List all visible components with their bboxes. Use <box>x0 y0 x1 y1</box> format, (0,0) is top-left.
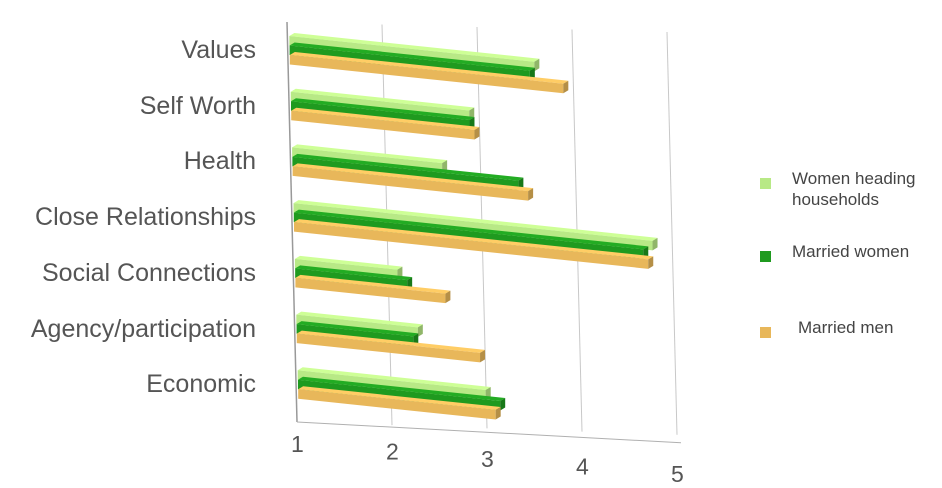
x-axis-ticks: 1 2 3 4 5 <box>291 431 684 487</box>
bar-top-face <box>293 209 649 250</box>
bar-top-face <box>296 311 423 328</box>
bar-top-face <box>294 255 403 270</box>
x-axis-line <box>296 421 682 444</box>
x-tick-label: 5 <box>671 461 684 487</box>
bar-end-face <box>563 80 569 94</box>
bar-top-face <box>293 200 658 241</box>
category-label: Social Connections <box>41 258 256 287</box>
bar-top-face <box>289 52 569 84</box>
bar-top-face <box>289 42 535 71</box>
bar-top-face <box>292 153 524 181</box>
x-tick-label: 4 <box>576 454 589 480</box>
x-tick-label: 1 <box>291 431 304 457</box>
bar-top-face <box>291 107 480 130</box>
bar <box>292 166 529 201</box>
legend-label: Women heading households <box>792 169 916 209</box>
bar-end-face <box>528 188 534 201</box>
bar-top-face <box>296 321 419 337</box>
category-label: Health <box>183 147 256 176</box>
bar-end-face <box>500 398 506 411</box>
gridline <box>286 21 298 423</box>
bar <box>298 389 496 420</box>
legend-label: Married women <box>792 242 910 261</box>
bar-top-face <box>292 144 448 164</box>
bar-end-face <box>495 407 501 420</box>
bar-end-face <box>445 290 451 304</box>
bar-top-face <box>295 274 451 294</box>
bar-top-face <box>292 163 534 192</box>
legend-swatch <box>760 251 771 262</box>
bar-end-face <box>474 126 480 140</box>
bar-top-face <box>294 219 654 260</box>
bar-top-face <box>290 98 475 120</box>
bar-end-face <box>534 58 540 72</box>
bar-top-face <box>297 376 506 402</box>
bar-top-face <box>297 367 491 391</box>
x-tick-label: 2 <box>386 439 399 465</box>
bar-top-face <box>289 33 540 62</box>
bar-end-face <box>417 324 423 337</box>
legend-label: Married men <box>798 318 894 337</box>
bar-end-face <box>652 237 658 251</box>
bar <box>291 110 475 140</box>
bar <box>289 55 564 94</box>
gridline <box>666 31 678 435</box>
bar-top-face <box>298 386 501 411</box>
bar-top-face <box>295 265 413 281</box>
legend-swatch <box>760 178 771 189</box>
bar-top-face <box>296 330 486 353</box>
x-tick-label: 3 <box>481 446 494 472</box>
bar <box>296 333 481 363</box>
category-label: Self Worth <box>139 91 256 120</box>
legend-swatch <box>760 327 771 338</box>
bar <box>294 222 649 269</box>
category-label: Close Relationships <box>35 203 256 232</box>
category-label: Economic <box>146 370 256 399</box>
bars <box>289 33 658 420</box>
bar-end-face <box>480 349 486 363</box>
bar <box>295 277 446 304</box>
category-label: Values <box>181 36 256 64</box>
bar-top-face <box>290 88 475 111</box>
category-label: Agency/participation <box>30 314 256 343</box>
bar-end-face <box>648 256 654 269</box>
